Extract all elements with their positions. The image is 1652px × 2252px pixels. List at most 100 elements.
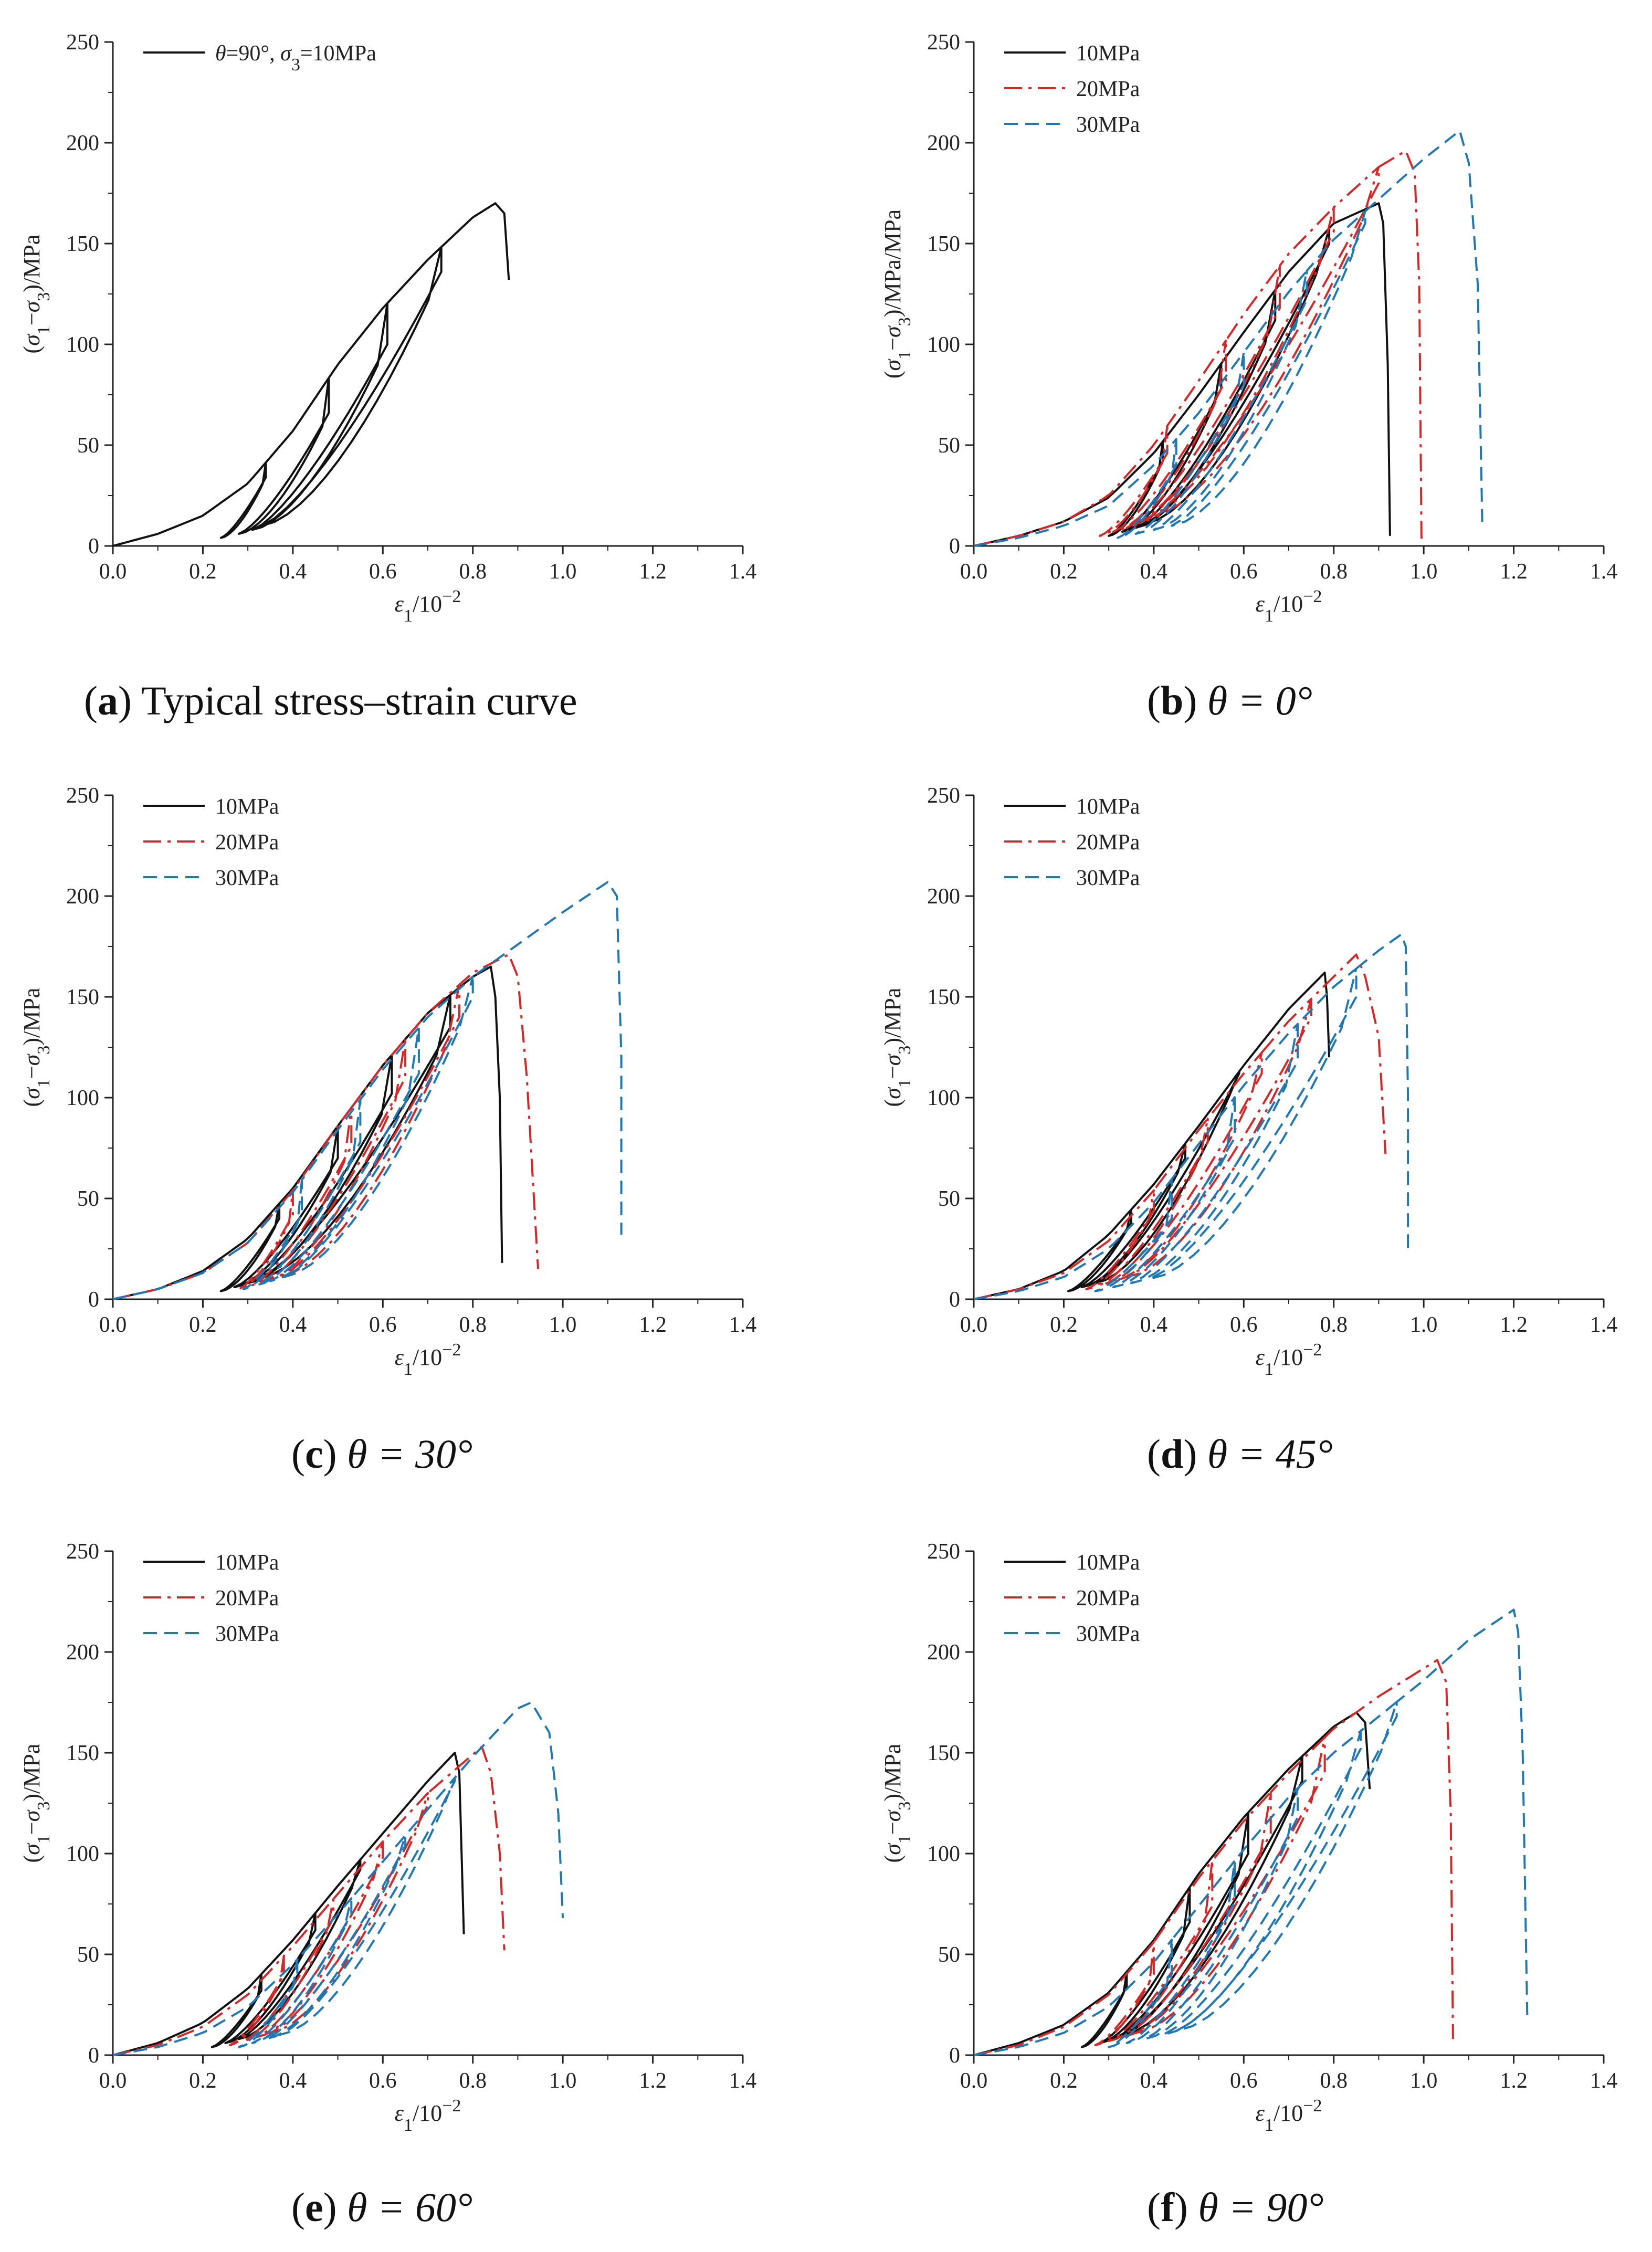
y-tick-label: 250 [927,1540,960,1564]
x-tick-label: 0.8 [459,1313,487,1337]
series-line-20mpa [973,953,1387,1300]
caption-b: (b) θ = 0° [1147,678,1313,723]
legend-label: θ=90°, σ3=10MPa [215,41,376,75]
x-axis-label: ε1/10−2 [1256,2096,1322,2135]
y-tick-label: 250 [66,30,99,55]
caption-a: (a) Typical stress–strain curve [84,678,577,723]
y-tick-label: 150 [66,1741,99,1765]
y-tick-label: 150 [66,232,99,256]
caption-e: (e) θ = 60° [291,2184,473,2230]
legend-label: 30MPa [215,1622,279,1646]
y-tick-label: 100 [927,333,960,357]
caption-f: (f) θ = 90° [1147,2184,1324,2230]
caption-c: (c) θ = 30° [291,1431,473,1477]
x-tick-label: 1.2 [1500,560,1528,584]
x-axis-label: ε1/10−2 [395,2096,461,2135]
legend-label: 10MPa [1076,41,1140,66]
legend: 10MPa 20MPa 30MPa [1004,795,1140,890]
x-tick-label: 0.8 [1320,1313,1348,1337]
series-line-30mpa [112,881,623,1300]
x-axis-label: ε1/10−2 [1256,1340,1322,1379]
x-tick-label: 0.0 [960,2069,988,2093]
x-tick-label: 0.2 [189,560,217,584]
y-tick-label: 250 [66,784,99,808]
x-tick-label: 0.6 [369,1313,397,1337]
x-tick-label: 0.2 [189,2069,217,2093]
y-axis-label: (σ1−σ3)/MPa/MPa [880,209,914,378]
x-tick-label: 0.4 [279,2069,307,2093]
legend-label: 10MPa [215,795,279,819]
x-tick-label: 0.2 [1050,1313,1078,1337]
x-tick-label: 0.8 [1320,560,1348,584]
x-tick-label: 1.4 [1590,560,1618,584]
x-tick-label: 1.2 [1500,1313,1528,1337]
legend-label: 30MPa [215,866,279,890]
chart-panel-d: 0.0 0.2 0.4 0.6 0.8 1.0 1.2 1.4 0 50 100 150 200 250 ε… [880,784,1617,1379]
chart-panel-e: 0.0 0.2 0.4 0.6 0.8 1.0 1.2 1.4 0 50 100 150 200 250 ε… [19,1540,756,2135]
x-tick-label: 0.6 [1230,1313,1258,1337]
y-tick-label: 0 [949,2044,960,2068]
y-tick-label: 50 [938,1187,960,1211]
legend-label: 20MPa [215,830,279,855]
y-tick-label: 150 [927,232,960,256]
y-tick-label: 150 [66,985,99,1009]
y-tick-label: 200 [66,885,99,909]
legend-label: 20MPa [215,1586,279,1611]
y-tick-label: 150 [927,1741,960,1765]
y-tick-label: 0 [88,2044,99,2068]
x-tick-label: 0.8 [459,560,487,584]
x-tick-label: 0.6 [1230,2069,1258,2093]
series-line-10mpa [973,1711,1371,2056]
x-tick-label: 0.4 [279,560,307,584]
series-line-30mpa [973,1608,1529,2056]
legend-label: 20MPa [1076,1586,1140,1611]
x-axis-label: ε1/10−2 [1256,587,1322,626]
x-tick-label: 0.4 [1140,2069,1168,2093]
x-tick-label: 0.4 [279,1313,307,1337]
y-tick-label: 50 [77,1943,99,1967]
x-tick-label: 1.0 [1410,560,1438,584]
y-tick-label: 50 [77,1187,99,1211]
x-tick-label: 0.6 [369,2069,397,2093]
y-tick-label: 0 [949,1288,960,1312]
y-tick-label: 200 [927,131,960,155]
legend-label: 20MPa [1076,77,1140,101]
x-tick-label: 0.0 [99,2069,127,2093]
x-tick-label: 0.2 [1050,2069,1078,2093]
series-line-20mpa [112,953,539,1300]
y-axis-label: (σ1−σ3)/MPa [880,1744,914,1863]
x-tick-label: 0.6 [1230,560,1258,584]
series-line-10mpa [973,971,1331,1300]
y-tick-label: 200 [927,1640,960,1665]
x-tick-label: 1.0 [549,2069,577,2093]
x-tick-label: 0.0 [99,1313,127,1337]
y-tick-label: 150 [927,985,960,1009]
legend: θ=90°, σ3=10MPa [143,41,376,75]
y-tick-label: 100 [927,1842,960,1866]
x-tick-label: 1.2 [639,560,667,584]
chart-panel-f: 0.0 0.2 0.4 0.6 0.8 1.0 1.2 1.4 0 50 100 150 200 250 ε… [880,1540,1617,2135]
x-tick-label: 0.2 [189,1313,217,1337]
x-tick-label: 1.0 [1410,2069,1438,2093]
x-tick-label: 0.0 [99,560,127,584]
y-tick-label: 200 [66,1640,99,1665]
y-tick-label: 100 [927,1086,960,1110]
y-tick-label: 250 [927,784,960,808]
x-tick-label: 1.4 [729,1313,757,1337]
y-axis-label: (σ1−σ3)/MPa [19,1744,54,1863]
x-tick-label: 1.0 [549,560,577,584]
series-line-30mpa [973,933,1409,1300]
x-tick-label: 0.2 [1050,560,1078,584]
x-tick-label: 1.2 [639,1313,667,1337]
legend: 10MPa 20MPa 30MPa [143,795,279,890]
legend-label: 30MPa [1076,113,1140,137]
x-tick-label: 1.0 [1410,1313,1438,1337]
series-line-10mpa [973,202,1391,547]
x-tick-label: 1.2 [639,2069,667,2093]
series-line-30mpa [112,1701,564,2056]
legend-label: 10MPa [215,1551,279,1575]
x-tick-label: 0.4 [1140,1313,1168,1337]
chart-panel-a: 0.0 0.2 0.4 0.6 0.8 1.0 1.2 1.4 0 50 100 150 200 250 ε… [19,30,756,626]
legend-label: 10MPa [1076,795,1140,819]
